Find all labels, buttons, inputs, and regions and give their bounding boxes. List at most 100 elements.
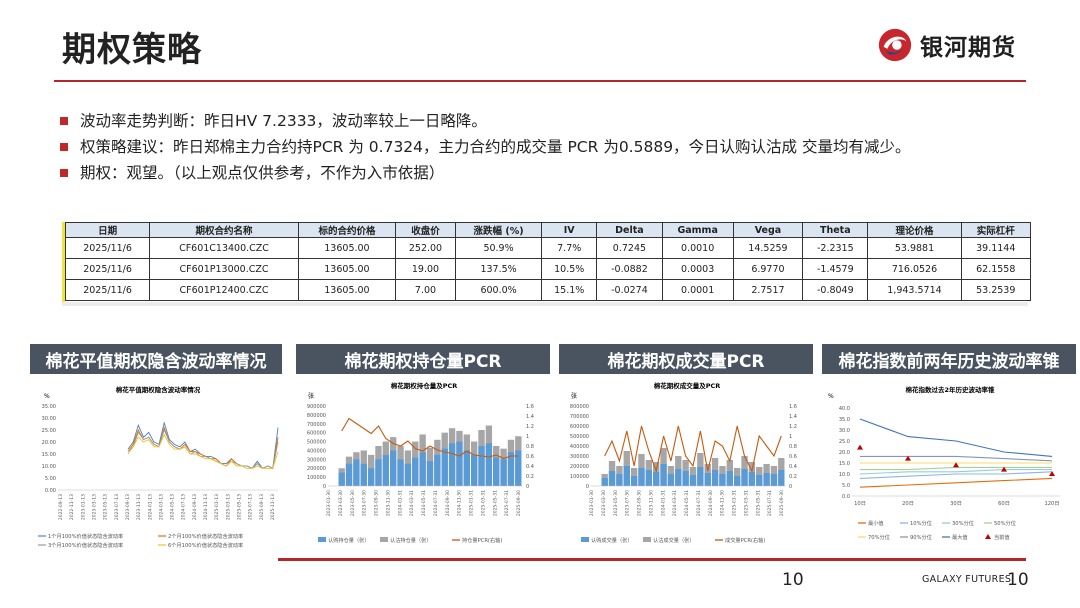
x-tick-label: 2024-05-31 xyxy=(684,490,690,516)
series-line xyxy=(127,421,279,470)
table-cell: 13605.00 xyxy=(297,258,397,280)
bar-call xyxy=(390,450,397,486)
volume-pcr-chart: 棉花期权成交量及PCR 张 800000 700000 600000 500000 4000… xyxy=(570,381,797,544)
bullet-text: 期权：观望。（以上观点仅供参考，不作为入市依据） xyxy=(80,164,445,182)
table-cell: -2.2315 xyxy=(802,237,869,259)
option-table-container: 日期 期权合约名称 标的合约价格 收盘价 涨跌幅 (%) IV Delta Ga… xyxy=(62,222,1031,302)
x-tick-label: 2023-01-13 xyxy=(80,494,86,520)
x-tick-label: 2025-05-31 xyxy=(492,490,498,516)
x-tick-label: 2023-11-30 xyxy=(648,490,654,516)
table-cell: 39.1144 xyxy=(960,237,1031,259)
x-tick-label: 2024-11-30 xyxy=(720,490,726,516)
panel-title-hv-cone: 棉花指数前两年历史波动率锥 xyxy=(822,344,1076,374)
col-header: Delta xyxy=(596,222,663,238)
y-tick-label: 20.0 xyxy=(839,450,850,456)
y-tick-label: 600000 xyxy=(307,431,326,437)
col-header: IV xyxy=(541,222,598,238)
x-tick-label: 2022-11-13 xyxy=(69,494,75,520)
x-tick-label: 2025-03-31 xyxy=(743,490,749,516)
y-axis-label: 张 xyxy=(571,392,577,400)
col-header: 涨跌幅 (%) xyxy=(454,222,543,238)
table-cell: 13605.00 xyxy=(297,237,397,259)
table-cell: 2025/11/6 xyxy=(65,279,151,301)
footer-divider xyxy=(278,558,1026,561)
legend-label: 认沽持仓量（张） xyxy=(390,536,432,544)
series-line xyxy=(859,418,1053,457)
x-tick-label: 2024-09-30 xyxy=(708,490,714,516)
y-tick-label: 700000 xyxy=(570,414,589,420)
bullet-item: 权策略建议：昨日郑棉主力合约持PCR 为 0.7324，主力合约的成交量 PCR… xyxy=(60,134,911,160)
y-tick-label: 200000 xyxy=(307,466,326,472)
x-tick-label: 2024-11-30 xyxy=(457,490,463,516)
chart-title: 棉花平值期权隐含波动率情况 xyxy=(116,385,201,394)
y-tick-label: 500000 xyxy=(570,434,589,440)
x-tick-label: 2024-01-31 xyxy=(397,490,403,516)
footer-brand: GALAXY FUTURES xyxy=(922,574,1012,585)
x-tick-label: 2023-07-30 xyxy=(625,490,631,516)
table-cell: 13605.00 xyxy=(297,279,397,301)
bar-call xyxy=(412,457,419,486)
panel-title-oi-pcr: 棉花期权持仓量PCR xyxy=(296,344,550,374)
title-divider xyxy=(54,80,1026,82)
bullet-list: 波动率走势判断：昨日HV 7.2333，波动率较上一日略降。 权策略建议：昨日郑… xyxy=(60,108,911,186)
legend-label: 最小值 xyxy=(868,519,884,527)
x-tick-label: 2024-05-31 xyxy=(421,490,427,516)
y-tick-label: 5.00 xyxy=(45,476,56,482)
table-cell: 2025/11/6 xyxy=(65,258,151,280)
y2-tick-label: 0.2 xyxy=(789,474,797,480)
y2-tick-label: 0.4 xyxy=(789,464,797,470)
y-tick-label: 0 xyxy=(323,484,326,490)
table-cell: -1.4579 xyxy=(802,258,869,280)
x-tick-label: 2023-03-30 xyxy=(601,490,607,516)
y-tick-label: 900000 xyxy=(307,404,326,410)
bar-call xyxy=(353,459,360,486)
y-tick-label: 400000 xyxy=(307,448,326,454)
table-cell: 53.9881 xyxy=(867,237,962,259)
x-tick-label: 2025-01-31 xyxy=(469,490,475,516)
bullet-square-icon xyxy=(60,143,68,151)
x-tick-label: 2023-09-30 xyxy=(374,490,380,516)
bullet-text: 波动率走势判断：昨日HV 7.2333，波动率较上一日略降。 xyxy=(80,112,487,130)
y-axis-label: % xyxy=(828,393,834,400)
table-cell: -0.0274 xyxy=(596,279,663,301)
legend-swatch xyxy=(643,537,651,542)
hv-cone-chart: 棉花指数过去2年历史波动率锥% 40.0 35.0 30.0 25.0 20.0 15.0 1… xyxy=(828,385,1060,541)
legend-label: 2个月100%价值状态隐含波动率 xyxy=(168,532,243,540)
bar-call xyxy=(338,472,345,486)
logo-text: 银河期货 xyxy=(920,35,1016,61)
bar-call xyxy=(623,466,630,486)
x-tick-label: 2025-05-31 xyxy=(755,490,761,516)
x-tick-label: 2025-11-13 xyxy=(270,494,276,520)
bar-call xyxy=(404,463,412,486)
y-tick-label: 10.00 xyxy=(42,464,56,470)
y2-tick-label: 1.4 xyxy=(789,414,797,420)
table-cell: -0.0882 xyxy=(596,258,663,280)
bar-call xyxy=(367,468,375,486)
col-header: Gamma xyxy=(661,222,734,238)
bar-call xyxy=(726,471,733,486)
x-tick-label: 2024-09-30 xyxy=(445,490,451,516)
bar-call xyxy=(456,441,463,486)
table-cell: 252.00 xyxy=(395,237,456,259)
y2-tick-label: 1.2 xyxy=(526,424,534,430)
y-tick-label: 500000 xyxy=(307,440,326,446)
table-cell: 15.1% xyxy=(541,279,598,301)
x-tick-label: 2024-07-31 xyxy=(433,490,439,516)
current-value-marker xyxy=(953,462,959,468)
x-tick-label: 2025-05-13 xyxy=(237,494,243,520)
current-value-marker xyxy=(1049,471,1055,476)
y2-tick-label: 1.2 xyxy=(789,424,797,430)
y2-tick-label: 1.4 xyxy=(526,414,534,420)
bar-call xyxy=(345,463,353,486)
bar-call xyxy=(770,474,778,486)
legend-label: 6个月100%价值状态隐含波动率 xyxy=(168,541,243,549)
table-cell: 0.0010 xyxy=(661,237,734,259)
legend-swatch xyxy=(318,537,326,542)
y-tick-label: 25.0 xyxy=(839,439,850,445)
y-tick-label: 5.0 xyxy=(842,483,850,489)
x-tick-label: 2022-09-13 xyxy=(58,494,64,520)
legend-swatch xyxy=(581,537,589,542)
table-cell: 62.1558 xyxy=(960,258,1031,280)
panel-title-iv: 棉花平值期权隐含波动率情况 xyxy=(30,344,282,374)
x-tick-label: 2024-03-13 xyxy=(158,494,164,520)
